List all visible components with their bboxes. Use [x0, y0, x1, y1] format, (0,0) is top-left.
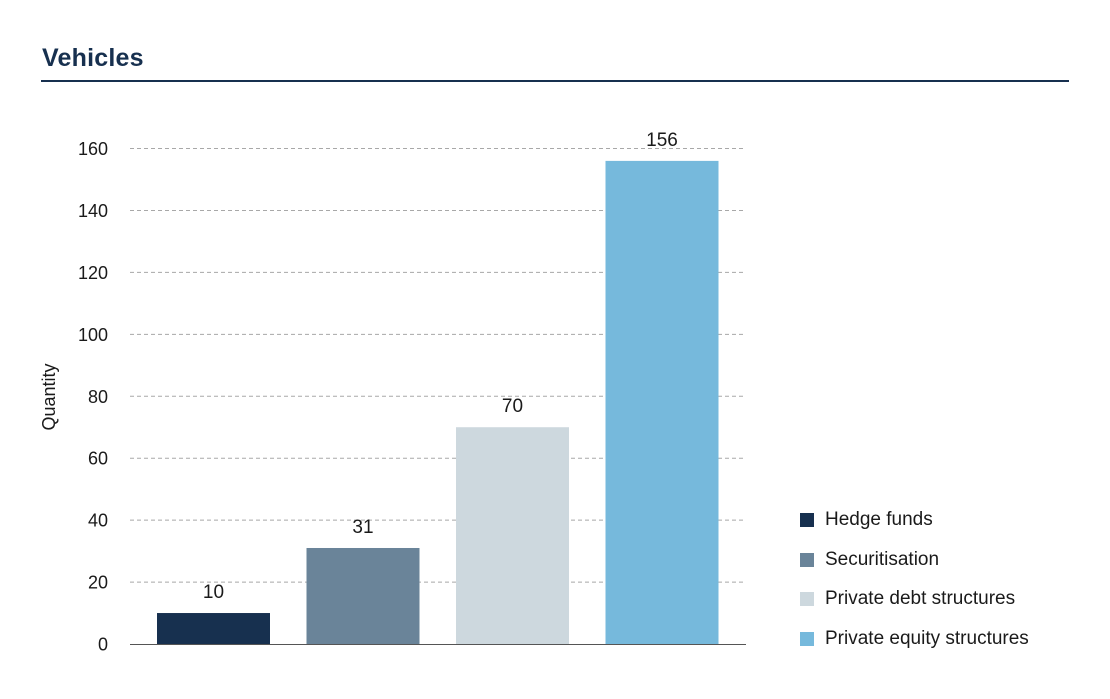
- y-axis-label: Quantity: [39, 363, 59, 430]
- data-label: 10: [203, 582, 224, 603]
- legend-label: Hedge funds: [825, 509, 933, 530]
- y-tick-label: 160: [78, 139, 108, 159]
- y-tick-label: 20: [88, 573, 108, 593]
- legend-item: Hedge funds: [800, 509, 1029, 530]
- legend-item: Private debt structures: [800, 588, 1029, 609]
- legend: Hedge funds Securitisation Private debt st…: [800, 509, 1029, 668]
- legend-label: Private equity structures: [825, 627, 1029, 649]
- bars: [157, 160, 719, 644]
- legend-label: Securitisation: [825, 548, 940, 570]
- y-tick-label: 140: [78, 201, 108, 221]
- bar-securitisation: [306, 547, 420, 644]
- data-label: 70: [502, 396, 523, 417]
- data-labels: 10 31 70 156: [203, 130, 678, 603]
- y-tick-label: 40: [88, 511, 108, 531]
- y-axis-ticks: 0 20 40 60 80 100 120 140 160: [78, 139, 108, 655]
- legend-label: Private debt structures: [825, 588, 1016, 609]
- legend-item: Securitisation: [800, 548, 1029, 570]
- legend-swatch: [800, 513, 814, 527]
- bar-private-equity-structures: [605, 160, 719, 644]
- y-tick-label: 120: [78, 263, 108, 283]
- title-divider: [41, 80, 1069, 82]
- y-tick-label: 60: [88, 449, 108, 469]
- bar-private-debt-structures: [456, 427, 569, 644]
- legend-item: Private equity structures: [800, 627, 1029, 649]
- y-tick-label: 0: [98, 635, 108, 655]
- legend-swatch: [800, 592, 814, 606]
- legend-swatch: [800, 631, 814, 646]
- bar-hedge-funds: [157, 613, 270, 644]
- y-tick-label: 100: [78, 325, 108, 345]
- data-label: 156: [646, 130, 678, 151]
- data-label: 31: [352, 517, 373, 538]
- legend-swatch: [800, 552, 814, 567]
- y-tick-label: 80: [88, 387, 108, 407]
- chart-title: Vehicles: [42, 44, 144, 72]
